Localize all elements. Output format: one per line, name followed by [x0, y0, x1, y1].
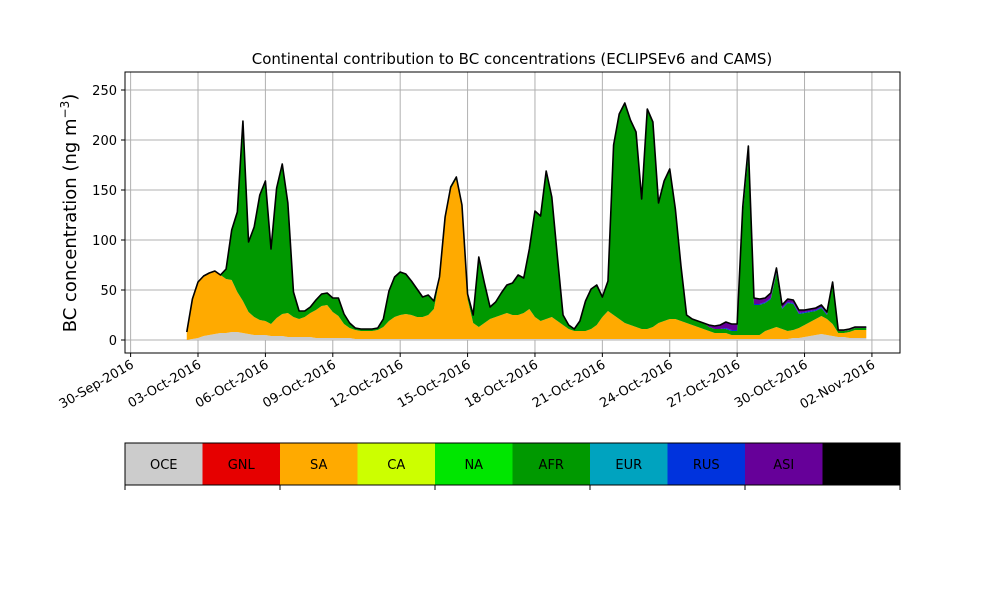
plot-frame	[124, 71, 901, 354]
legend-label-asi: ASI	[773, 458, 794, 473]
legend-swatch-eur	[590, 443, 668, 485]
legend-label-gnl: GNL	[228, 458, 256, 473]
legend-swatch-afr	[512, 443, 590, 485]
legend-swatch-rus	[667, 443, 745, 485]
legend-frame	[124, 442, 901, 486]
legend-label-sa: SA	[310, 458, 327, 473]
legend-label-aus: AUS	[848, 458, 875, 473]
legend-swatch-ca	[357, 443, 435, 485]
legend-swatch-sa	[280, 443, 358, 485]
legend-colorbar: OCE GNL SA CA NA AFR EUR RUS ASI AUS	[124, 442, 901, 490]
legend-label-oce: OCE	[150, 458, 178, 473]
y-axis-label: BC concentration (ng m−3)	[58, 94, 81, 333]
legend-swatch-aus	[822, 443, 900, 485]
legend-label-eur: EUR	[615, 458, 642, 473]
total-concentration-line	[185, 102, 867, 333]
y-tick-label: 200	[92, 134, 117, 149]
y-axis-label-close: )	[60, 94, 81, 101]
y-axis-label-exponent: −3	[58, 101, 72, 119]
total-outline	[185, 102, 867, 333]
legend-label-rus: RUS	[693, 458, 720, 473]
legend-label-ca: CA	[387, 458, 405, 473]
legend-label-afr: AFR	[539, 458, 564, 473]
y-tick-label: 50	[100, 284, 117, 299]
y-axis-label-text: BC concentration (ng m	[60, 118, 81, 332]
legend-swatch-na	[435, 443, 513, 485]
y-tick-label: 250	[92, 84, 117, 99]
legend-swatch-asi	[745, 443, 823, 485]
chart-title: Continental contribution to BC concentra…	[252, 50, 773, 68]
legend-label-na: NA	[464, 458, 483, 473]
area-series-afr	[186, 103, 867, 335]
legend-swatch-oce	[125, 443, 203, 485]
y-tick-label: 0	[109, 334, 117, 349]
area-series-sa	[186, 179, 867, 340]
legend-swatch-gnl	[202, 443, 280, 485]
area-series-oce	[186, 332, 867, 340]
y-tick-label: 150	[92, 184, 117, 199]
y-tick-label: 100	[92, 234, 117, 249]
